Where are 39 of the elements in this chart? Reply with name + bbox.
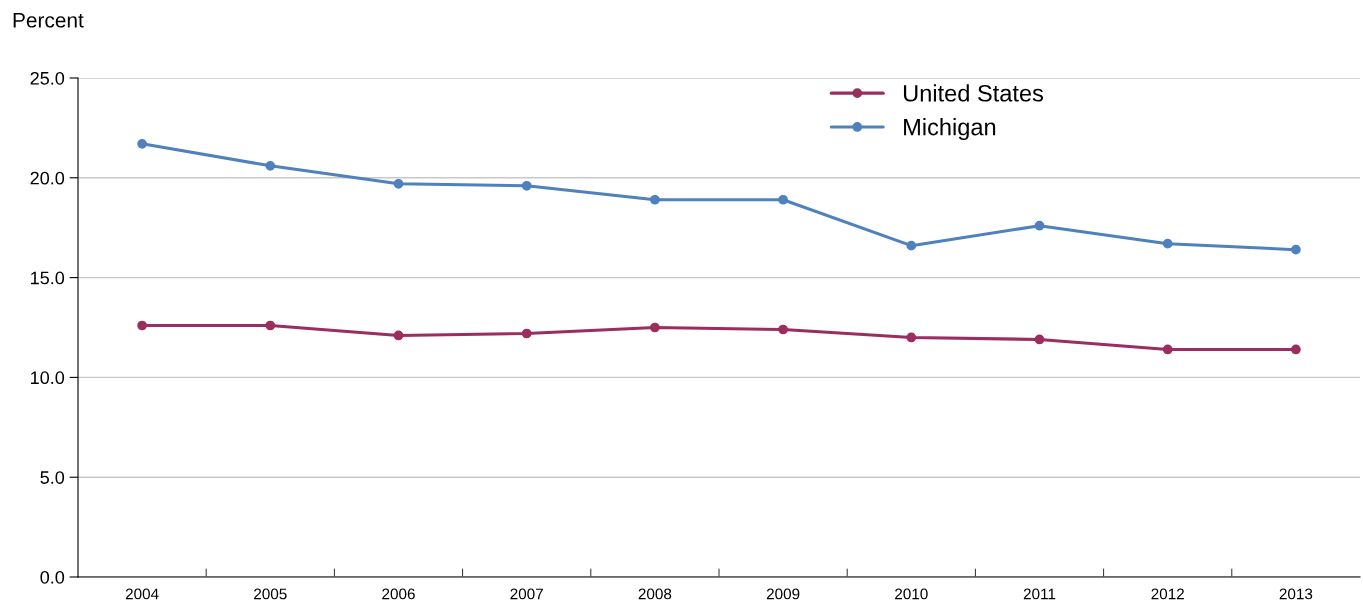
point — [521, 328, 532, 339]
x-tick-label: 2013 — [1279, 588, 1313, 600]
point — [906, 240, 917, 251]
y-tick-label: 0.0 — [40, 570, 65, 584]
x-tick-label: 2009 — [766, 588, 800, 600]
y-tick-label: 5.0 — [40, 471, 65, 484]
point — [650, 322, 660, 333]
x-tick-label: 2005 — [254, 588, 287, 600]
x-tick-label: 2008 — [638, 588, 672, 600]
y-tick-label: 10.0 — [31, 371, 65, 385]
point — [265, 160, 276, 171]
point — [137, 320, 147, 331]
x-tick-label: 2011 — [1023, 588, 1056, 600]
point — [1291, 244, 1301, 255]
x-tick-label: 2004 — [125, 588, 159, 600]
y-tick-label: 25.0 — [30, 71, 65, 85]
point — [1162, 344, 1173, 355]
x-tick-label: 2006 — [382, 588, 415, 600]
point — [265, 320, 276, 331]
y-tick-label: 15.0 — [31, 271, 65, 285]
point — [1034, 220, 1045, 231]
y-axis-title: Percent — [13, 13, 84, 28]
x-tick-label: 2012 — [1151, 588, 1184, 600]
legend-label: Michigan — [904, 118, 996, 141]
y-tick-label: 20.0 — [30, 171, 65, 185]
point — [393, 178, 404, 189]
point — [906, 332, 917, 343]
point — [137, 139, 147, 149]
point — [1291, 344, 1301, 355]
point — [1162, 238, 1173, 249]
point — [1034, 334, 1045, 345]
x-tick-label: 2007 — [510, 588, 543, 600]
point — [650, 194, 660, 205]
point — [521, 180, 532, 191]
point — [393, 330, 404, 341]
point — [778, 194, 788, 205]
legend-label: United States — [903, 84, 1044, 102]
x-tick-label: 2010 — [895, 588, 928, 600]
point — [778, 324, 788, 335]
